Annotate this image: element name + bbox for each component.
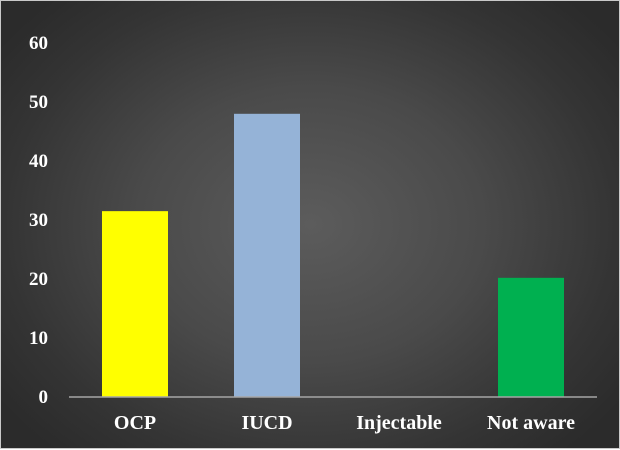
x-category-label: OCP [114, 412, 156, 434]
bar-not-aware [498, 277, 564, 397]
y-tick-label: 50 [29, 92, 48, 113]
y-tick-label: 30 [29, 210, 48, 231]
bar-iucd [234, 113, 300, 398]
x-category-label: Not aware [487, 412, 575, 434]
y-tick-label: 60 [29, 33, 48, 54]
x-category-label: IUCD [241, 412, 292, 434]
y-tick-label: 10 [29, 328, 48, 349]
bar-ocp [102, 211, 168, 397]
y-tick-label: 0 [39, 387, 49, 408]
bars [102, 113, 564, 398]
x-category-label: Injectable [356, 412, 442, 434]
y-axis-ticks: 0 10 20 30 40 50 60 [29, 33, 48, 408]
y-tick-label: 40 [29, 151, 48, 172]
x-axis-labels: OCP IUCD Injectable Not aware [114, 412, 575, 434]
y-tick-label: 20 [29, 269, 48, 290]
